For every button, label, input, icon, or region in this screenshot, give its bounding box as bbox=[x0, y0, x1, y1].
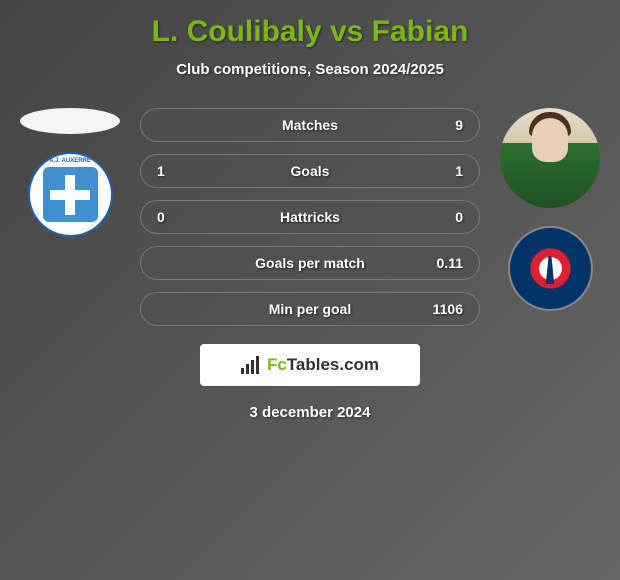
main-area: A.J. AUXERRE Matches 9 1 Goals 1 0 Hattr… bbox=[10, 108, 610, 326]
brand-badge[interactable]: FcTables.com bbox=[200, 344, 420, 386]
subtitle: Club competitions, Season 2024/2025 bbox=[10, 61, 610, 78]
stat-right-value: 1 bbox=[423, 163, 463, 179]
brand-text: FcTables.com bbox=[267, 355, 379, 375]
stat-row-goals: 1 Goals 1 bbox=[140, 154, 480, 188]
stat-label: Matches bbox=[282, 117, 338, 133]
stat-left-value: 0 bbox=[157, 209, 197, 225]
stat-row-hattricks: 0 Hattricks 0 bbox=[140, 200, 480, 234]
auxerre-shield-icon bbox=[43, 167, 98, 222]
stat-left-value: 1 bbox=[157, 163, 197, 179]
date-text: 3 december 2024 bbox=[10, 404, 610, 421]
brand-suffix: Tables.com bbox=[287, 355, 379, 374]
club-logo-auxerre: A.J. AUXERRE bbox=[28, 152, 113, 237]
stat-label: Goals per match bbox=[255, 255, 365, 271]
player-photo-left bbox=[20, 108, 120, 134]
stat-label: Goals bbox=[291, 163, 330, 179]
left-player-column: A.J. AUXERRE bbox=[15, 108, 125, 237]
psg-tower-icon bbox=[543, 256, 557, 284]
chart-icon bbox=[241, 356, 263, 374]
page-title: L. Coulibaly vs Fabian bbox=[10, 15, 610, 49]
stats-column: Matches 9 1 Goals 1 0 Hattricks 0 Goals … bbox=[130, 108, 490, 326]
stat-right-value: 9 bbox=[423, 117, 463, 133]
player-photo-right bbox=[500, 108, 600, 208]
stat-right-value: 1106 bbox=[423, 301, 463, 317]
auxerre-label-icon: A.J. AUXERRE bbox=[49, 158, 91, 164]
stat-row-min-per-goal: Min per goal 1106 bbox=[140, 292, 480, 326]
brand-prefix: Fc bbox=[267, 355, 287, 374]
comparison-card: L. Coulibaly vs Fabian Club competitions… bbox=[0, 0, 620, 436]
stat-row-matches: Matches 9 bbox=[140, 108, 480, 142]
stat-right-value: 0.11 bbox=[423, 255, 463, 271]
stat-label: Min per goal bbox=[269, 301, 351, 317]
stat-row-goals-per-match: Goals per match 0.11 bbox=[140, 246, 480, 280]
right-player-column bbox=[495, 108, 605, 311]
stat-right-value: 0 bbox=[423, 209, 463, 225]
club-logo-psg bbox=[508, 226, 593, 311]
stat-label: Hattricks bbox=[280, 209, 340, 225]
